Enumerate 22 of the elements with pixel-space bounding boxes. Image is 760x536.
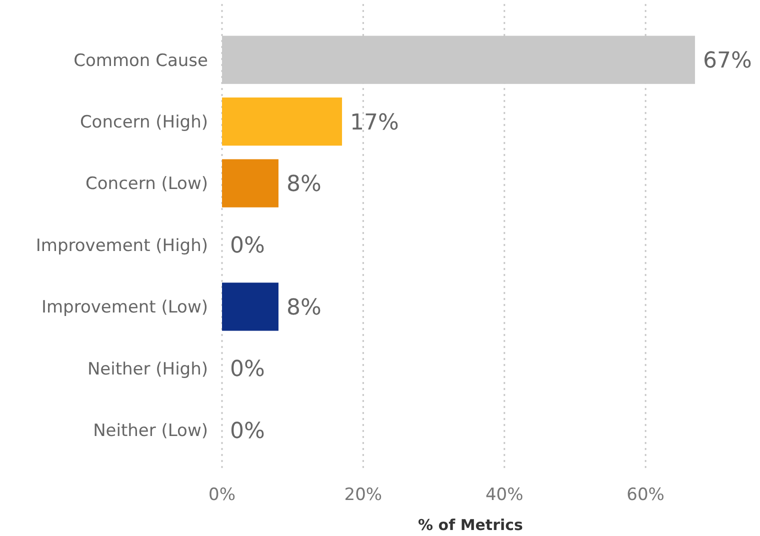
x-tick-label: 40%: [485, 485, 524, 505]
bar: [222, 159, 278, 208]
data-label: 67%: [703, 48, 752, 74]
data-label: 0%: [230, 418, 265, 444]
data-label: 17%: [350, 110, 399, 136]
y-tick-label: Neither (High): [87, 359, 208, 380]
bar: [222, 282, 278, 331]
x-tick-label: 0%: [208, 485, 236, 505]
x-tick-label: 60%: [626, 485, 664, 505]
bar: [222, 98, 342, 146]
data-label: 8%: [286, 172, 322, 197]
data-label: 8%: [286, 295, 322, 320]
y-tick-label: Improvement (Low): [41, 298, 208, 318]
y-tick-label: Improvement (High): [36, 236, 208, 256]
y-tick-label: Neither (Low): [93, 421, 208, 442]
y-tick-label: Common Cause: [74, 50, 208, 71]
data-label: 0%: [230, 234, 265, 259]
y-tick-label: Concern (High): [80, 112, 208, 133]
x-axis-title: % of Metrics: [418, 516, 524, 534]
data-label: 0%: [230, 357, 265, 382]
y-tick-label: Concern (Low): [86, 174, 208, 194]
x-tick-label: 20%: [344, 485, 382, 505]
